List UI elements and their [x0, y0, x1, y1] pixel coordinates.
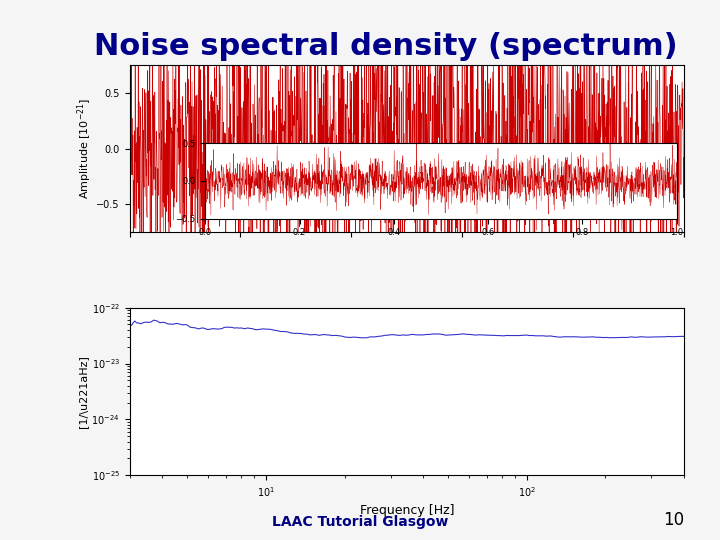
- X-axis label: Frequency [Hz]: Frequency [Hz]: [359, 504, 454, 517]
- Y-axis label: [1/\u221aHz]: [1/\u221aHz]: [78, 355, 89, 428]
- Text: 10: 10: [663, 511, 684, 529]
- Text: LAAC Tutorial Glasgow: LAAC Tutorial Glasgow: [272, 515, 448, 529]
- Y-axis label: Amplitude [10$^{-21}$]: Amplitude [10$^{-21}$]: [75, 98, 94, 199]
- Text: Noise spectral density (spectrum): Noise spectral density (spectrum): [94, 32, 678, 62]
